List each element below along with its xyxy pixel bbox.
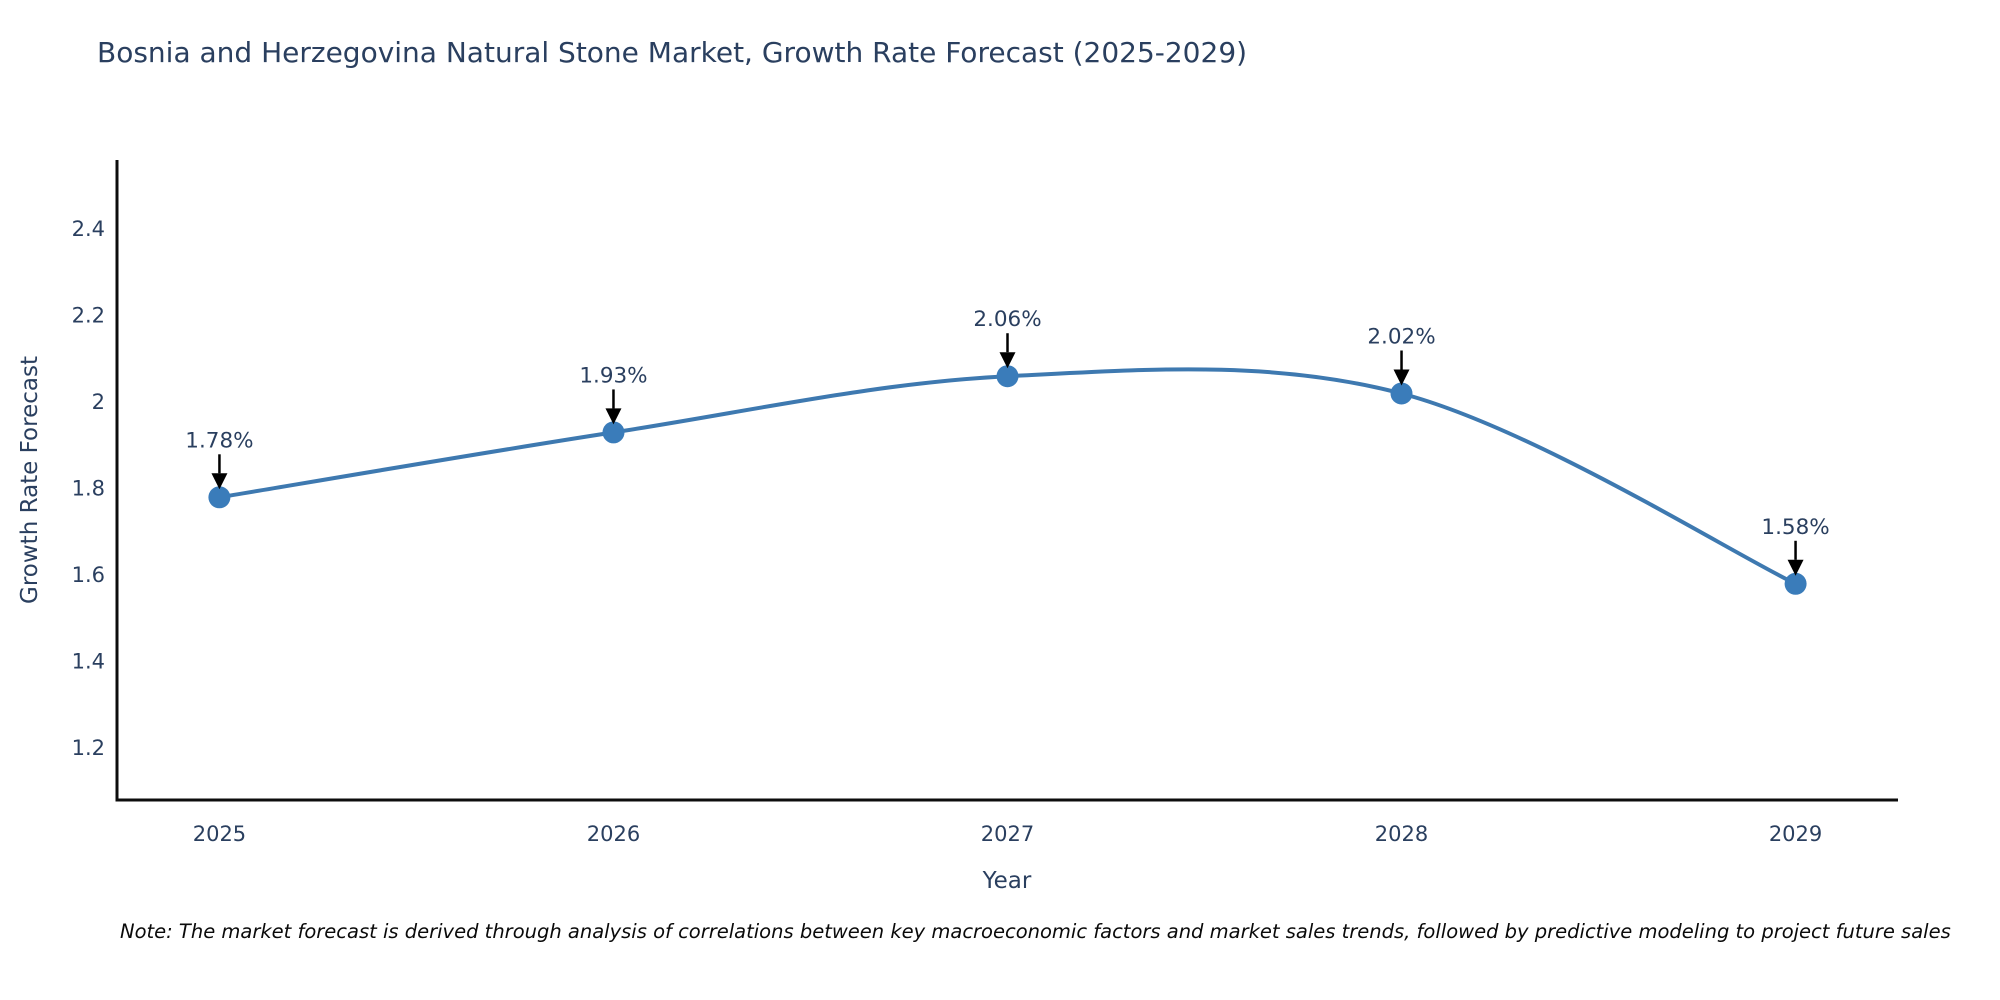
data-point-marker[interactable] — [602, 421, 625, 444]
y-tick-label: 1.6 — [72, 563, 105, 587]
data-point-marker[interactable] — [1390, 382, 1413, 405]
x-tick-label: 2025 — [193, 822, 246, 846]
x-axis-title: Year — [982, 868, 1032, 894]
x-tick-label: 2027 — [981, 822, 1034, 846]
y-tick-label: 2.2 — [72, 304, 105, 328]
x-tick-label: 2028 — [1375, 822, 1428, 846]
data-point-marker[interactable] — [1784, 572, 1807, 595]
annotation-arrowhead-icon — [1787, 559, 1804, 576]
x-tick-label: 2026 — [587, 822, 640, 846]
chart-title: Bosnia and Herzegovina Natural Stone Mar… — [97, 36, 1248, 69]
trend-line — [217, 367, 1798, 586]
annotation-arrowhead-icon — [1393, 369, 1410, 386]
y-axis-title: Growth Rate Forecast — [17, 356, 43, 604]
y-tick-label: 1.8 — [72, 477, 105, 501]
data-point-label: 2.02% — [1367, 325, 1435, 350]
y-tick-label: 2.4 — [72, 217, 105, 241]
data-point-marker[interactable] — [996, 365, 1019, 388]
y-tick-label: 1.2 — [72, 736, 105, 760]
annotation-arrowhead-icon — [211, 473, 228, 490]
footnote: Note: The market forecast is derived thr… — [120, 920, 1951, 943]
data-point-label: 2.06% — [973, 307, 1041, 332]
y-tick-label: 1.4 — [72, 650, 105, 674]
y-tick-label: 2 — [92, 390, 105, 414]
annotation-arrowhead-icon — [605, 408, 622, 425]
x-tick-label: 2029 — [1769, 822, 1822, 846]
data-point-label: 1.93% — [579, 363, 647, 388]
data-point-label: 1.58% — [1761, 515, 1829, 540]
data-point-marker[interactable] — [208, 486, 231, 509]
data-point-label: 1.78% — [185, 428, 253, 453]
annotation-arrowhead-icon — [999, 352, 1016, 369]
